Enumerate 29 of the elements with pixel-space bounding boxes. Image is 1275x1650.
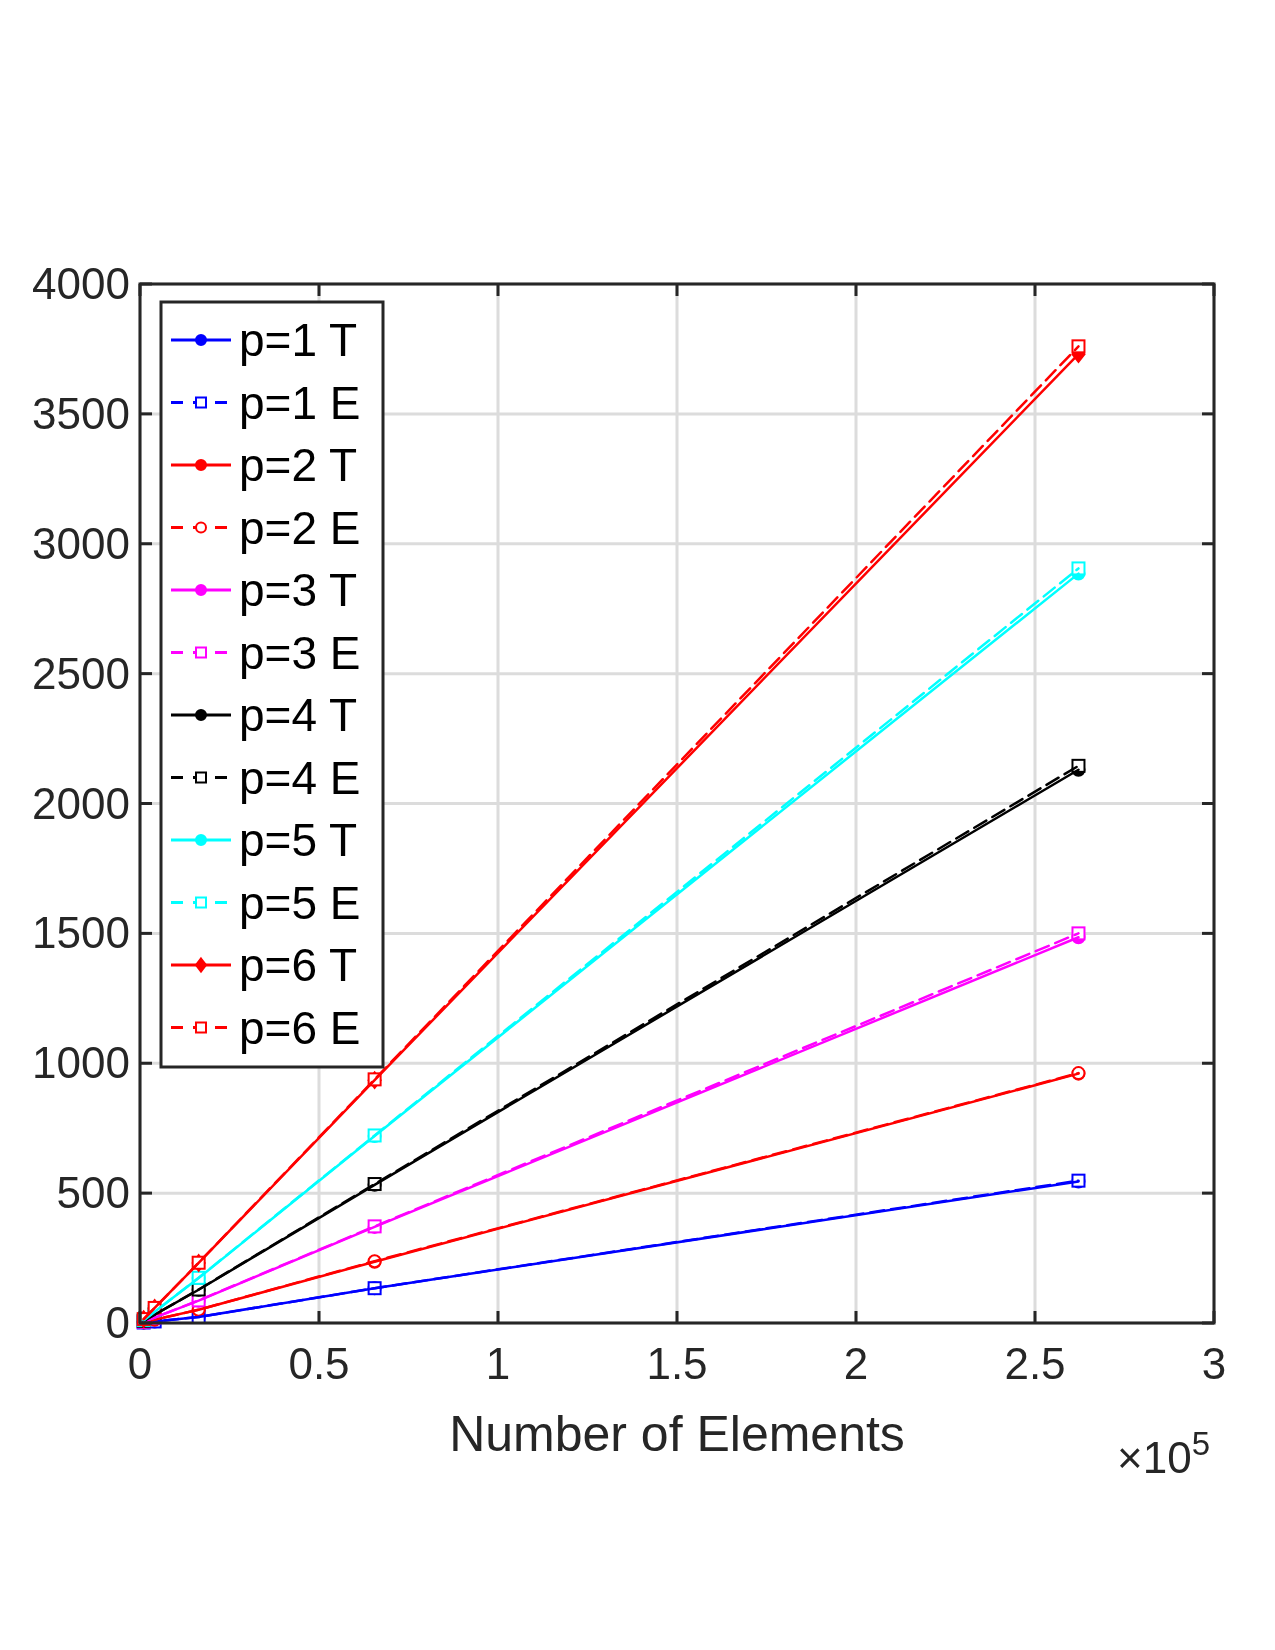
y-tick-label: 2000 xyxy=(32,778,130,828)
x-tick-label: 0.5 xyxy=(288,1339,350,1388)
legend-label: p=2 E xyxy=(239,501,361,554)
x-axis-title: Number of Elements xyxy=(449,1406,905,1462)
legend-label: p=1 E xyxy=(239,376,361,429)
y-tick-label: 1000 xyxy=(32,1038,130,1088)
x-tick-label: 1.5 xyxy=(646,1339,708,1388)
legend-label: p=3 T xyxy=(239,564,358,616)
y-tick-label: 0 xyxy=(105,1298,130,1347)
legend-label: p=3 E xyxy=(239,626,361,679)
y-tick-label: 4000 xyxy=(32,259,130,308)
x-tick-label: 2 xyxy=(843,1339,869,1388)
legend-label: p=6 T xyxy=(239,939,358,991)
legend-label: p=2 T xyxy=(239,439,358,491)
y-tick-label: 500 xyxy=(56,1168,130,1218)
y-tick-label: 3500 xyxy=(32,388,130,438)
legend-label: p=6 E xyxy=(239,1001,361,1054)
text: ×10$^{5}$ xyxy=(1117,1424,1210,1482)
x-tick-label: 2.5 xyxy=(1004,1339,1066,1388)
legend-label: p=4 E xyxy=(239,751,361,804)
legend-label: p=5 T xyxy=(239,814,358,866)
legend-label: p=5 E xyxy=(239,876,361,929)
legend-label: p=1 T xyxy=(239,314,358,366)
y-tick-label: 3000 xyxy=(32,518,130,568)
y-tick-label: 1500 xyxy=(32,908,130,958)
x-tick-label: 1 xyxy=(485,1339,511,1388)
y-tick-label: 2500 xyxy=(32,648,130,698)
x-tick-label: 3 xyxy=(1201,1339,1227,1388)
legend-label: p=4 T xyxy=(239,689,358,741)
